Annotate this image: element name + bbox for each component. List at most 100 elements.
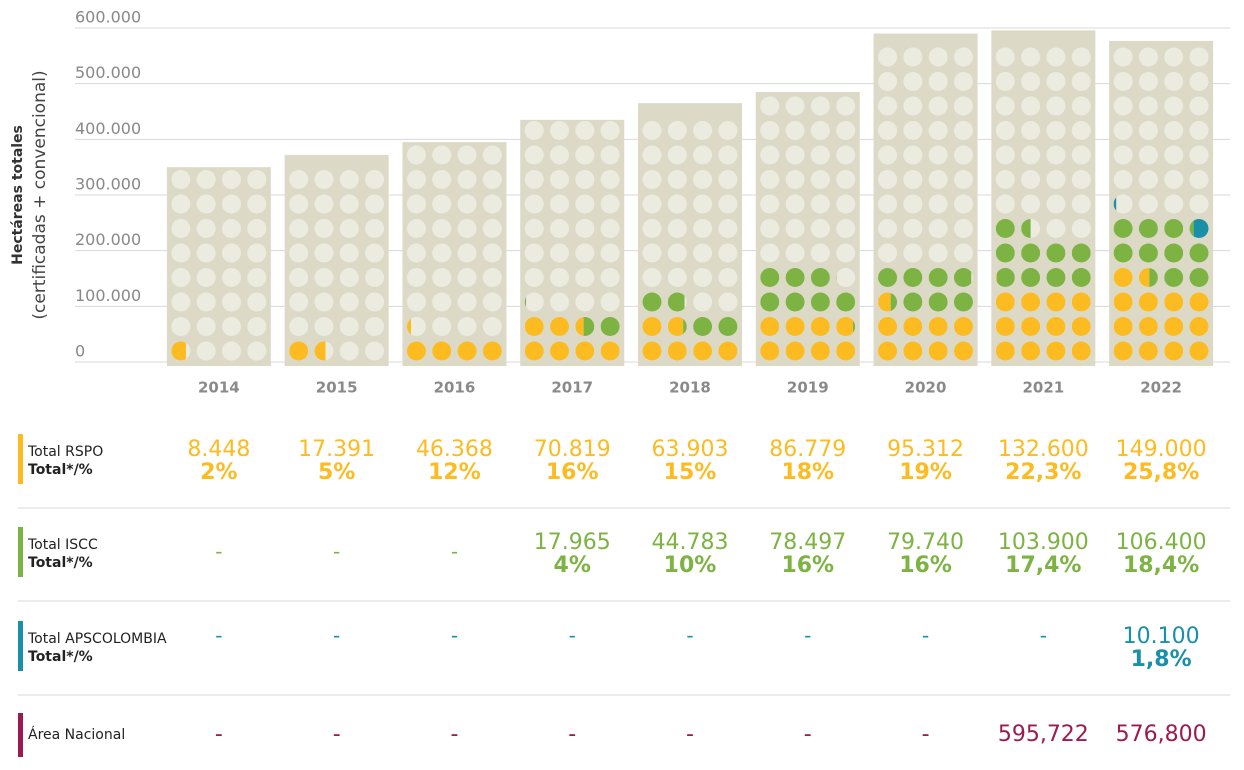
dot: [600, 121, 620, 140]
dot: [928, 145, 948, 165]
dot: [1071, 341, 1091, 361]
dot: [1164, 170, 1184, 189]
y-tick-label: 500.000: [75, 63, 141, 82]
series-dots: [289, 341, 326, 361]
dot: [718, 170, 738, 189]
dot: [524, 268, 544, 287]
dot: [457, 341, 477, 361]
dot: [1189, 145, 1209, 165]
dot: [667, 268, 687, 287]
dot: [1046, 194, 1066, 214]
dot: [365, 268, 385, 287]
y-tick-label: 200.000: [75, 230, 141, 249]
dot: [550, 243, 570, 263]
dot: [1021, 194, 1041, 214]
value-label: 132.600: [998, 437, 1089, 462]
dot: [457, 243, 477, 263]
dot: [693, 268, 713, 287]
dot: [760, 121, 780, 140]
dot: [1113, 268, 1133, 287]
dot: [693, 243, 713, 263]
dot: [1113, 243, 1133, 263]
dot: [1164, 145, 1184, 165]
dot: [667, 121, 687, 140]
dot: [836, 243, 856, 263]
dot: [314, 268, 334, 287]
dot: [928, 170, 948, 189]
dot: [1113, 292, 1133, 312]
dot: [600, 292, 620, 312]
dot: [878, 341, 898, 361]
series-dots: [524, 317, 620, 361]
dot: [928, 121, 948, 140]
dot: [903, 121, 923, 140]
dot: [903, 145, 923, 165]
dot: [1113, 72, 1133, 91]
dot: [836, 219, 856, 238]
dot: [810, 292, 830, 312]
dot: [600, 194, 620, 214]
dot: [718, 268, 738, 287]
dot: [718, 292, 738, 312]
dot: [600, 317, 620, 336]
dot: [1189, 47, 1209, 67]
dot: [221, 341, 241, 361]
percent-label: 4%: [554, 553, 591, 578]
dot: [903, 170, 923, 189]
dot: [995, 72, 1015, 91]
series-dots: [1113, 268, 1209, 361]
dot: [575, 243, 595, 263]
dot: [1189, 220, 1194, 237]
dot: [457, 145, 477, 165]
dot: [406, 292, 426, 312]
series-dots: [760, 268, 856, 333]
dot: [524, 170, 544, 189]
dot: [550, 292, 570, 312]
dot: [760, 292, 780, 312]
dot: [953, 341, 973, 361]
dot: [667, 243, 687, 263]
dot: [810, 145, 830, 165]
row-color-bar: [18, 434, 23, 484]
dot: [482, 243, 502, 263]
dot: [995, 317, 1015, 336]
dot: [1046, 268, 1066, 287]
dot: [996, 268, 1015, 287]
percent-label: 18%: [781, 460, 834, 485]
dot: [1046, 145, 1066, 165]
value-label: 44.783: [652, 530, 729, 555]
dot: [928, 292, 948, 312]
dot: [171, 292, 191, 312]
dot: [953, 292, 973, 312]
dot: [903, 341, 923, 361]
dot: [1071, 194, 1091, 214]
dot: [1046, 292, 1066, 312]
dot: [221, 292, 241, 312]
dot: [406, 243, 426, 263]
dot: [314, 341, 326, 361]
dot: [1071, 47, 1091, 67]
dot: [314, 219, 334, 238]
dot: [247, 170, 267, 189]
dot: [1138, 194, 1158, 214]
dot: [642, 292, 662, 312]
dot: [785, 145, 805, 165]
value-label: -: [333, 540, 340, 564]
dot: [785, 317, 805, 336]
dot: [365, 170, 385, 189]
dot: [667, 170, 687, 189]
dot: [642, 145, 662, 165]
dot: [196, 317, 216, 336]
dot: [524, 292, 544, 312]
dot: [693, 194, 713, 214]
dot: [575, 145, 595, 165]
percent-label: 19%: [899, 460, 952, 485]
dot: [247, 341, 267, 361]
row-sublabel: Total*/%: [28, 462, 93, 478]
dot: [600, 243, 620, 263]
dot: [1138, 72, 1158, 91]
dot: [196, 194, 216, 214]
dot: [718, 219, 738, 238]
dot: [550, 341, 570, 361]
dot: [718, 341, 738, 361]
